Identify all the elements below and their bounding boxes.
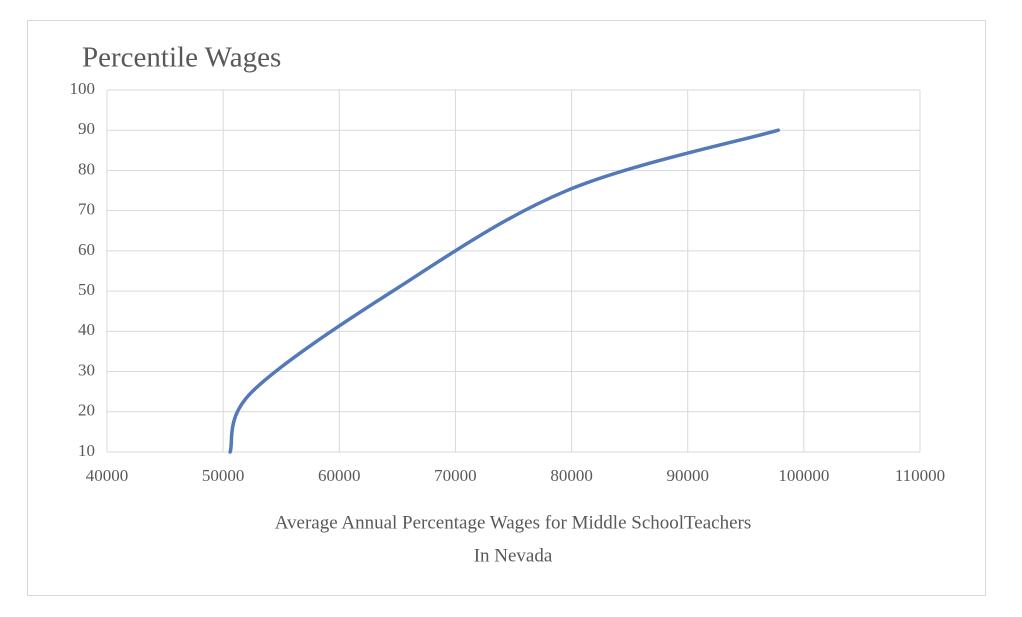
- x-tick-label: 90000: [666, 466, 709, 485]
- y-tick-label: 50: [78, 280, 95, 299]
- y-tick-label: 100: [70, 79, 96, 98]
- chart-title: Percentile Wages: [82, 42, 281, 74]
- x-tick-label: 100000: [778, 466, 829, 485]
- x-tick-label: 60000: [318, 466, 361, 485]
- y-tick-label: 30: [78, 360, 95, 379]
- chart-border: [27, 20, 986, 596]
- x-tick-label: 50000: [202, 466, 245, 485]
- y-tick-label: 10: [78, 441, 95, 460]
- data-line: [228, 128, 781, 454]
- x-axis-title: Average Annual Percentage Wages for Midd…: [275, 512, 752, 533]
- y-tick-label: 40: [78, 320, 95, 339]
- y-tick-label: 80: [78, 159, 95, 178]
- y-tick-label: 90: [78, 119, 95, 138]
- y-tick-label: 70: [78, 200, 95, 219]
- y-tick-label: 60: [78, 240, 95, 259]
- x-tick-label: 110000: [895, 466, 945, 485]
- x-tick-label: 70000: [434, 466, 477, 485]
- x-tick-label: 40000: [86, 466, 129, 485]
- x-axis-title: In Nevada: [474, 545, 553, 566]
- y-tick-label: 20: [78, 401, 95, 420]
- x-tick-label: 80000: [550, 466, 593, 485]
